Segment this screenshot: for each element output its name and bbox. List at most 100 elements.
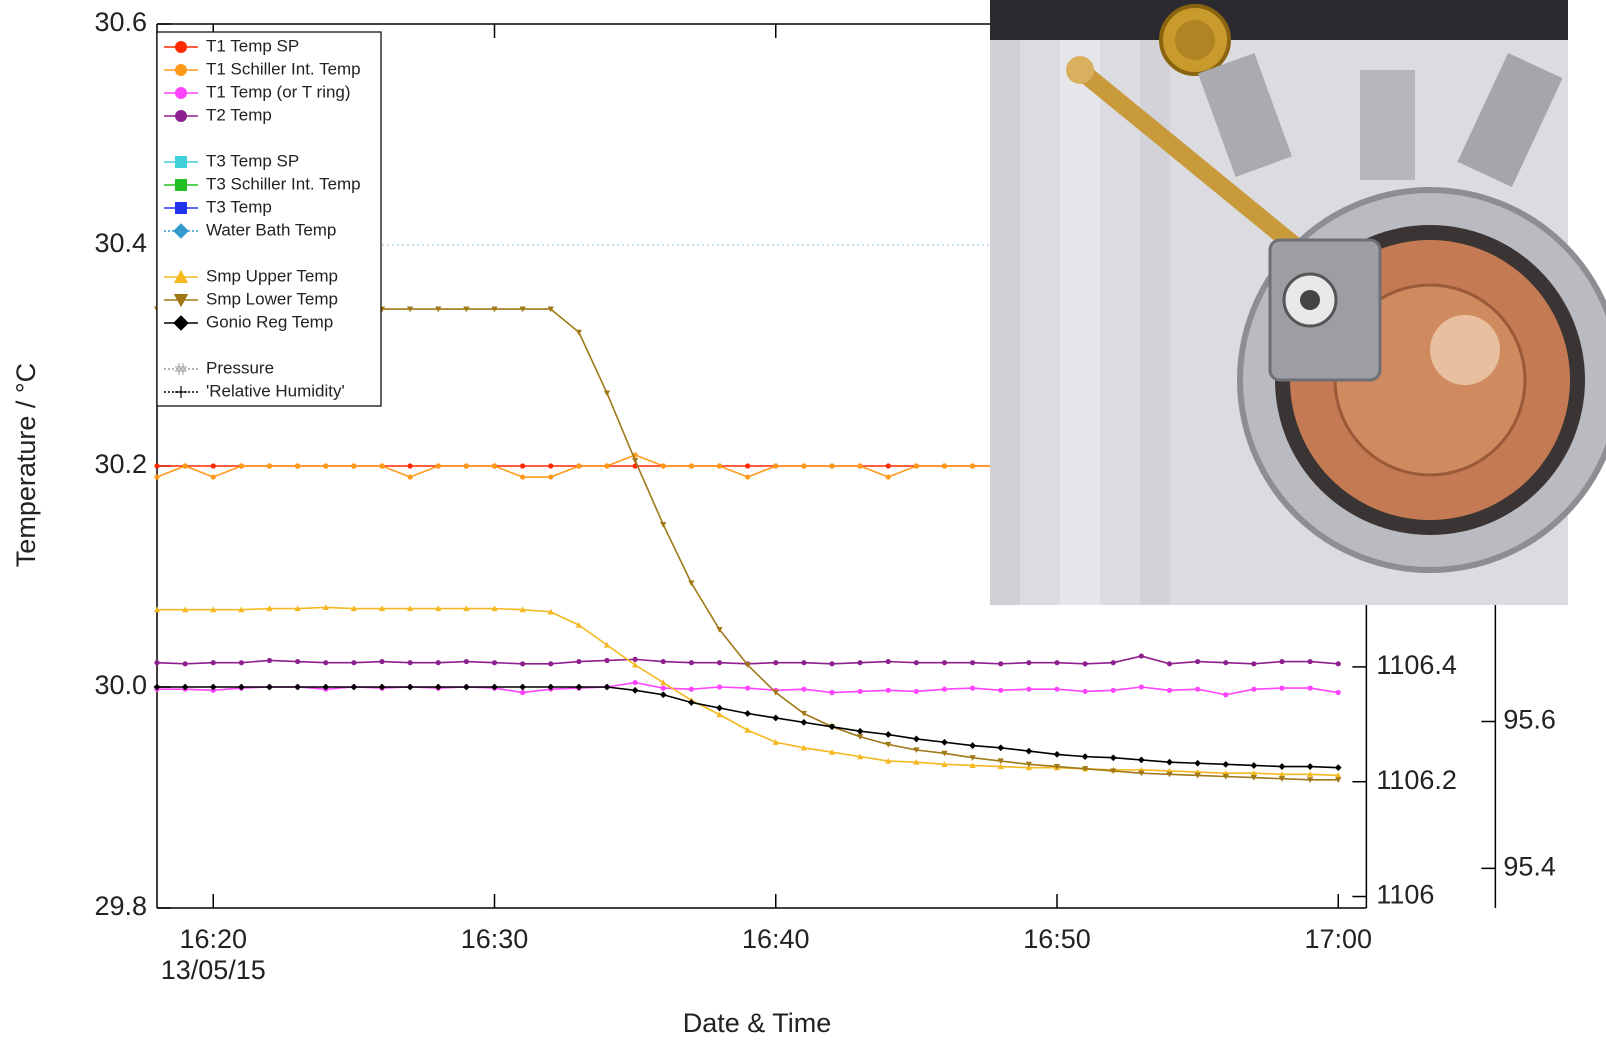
data-point	[603, 683, 611, 691]
photo-top-shadow	[990, 0, 1568, 40]
legend-marker	[175, 202, 187, 214]
data-point	[462, 683, 470, 691]
y-axis-title: Temperature / °C	[11, 363, 41, 567]
data-point	[1195, 658, 1201, 665]
data-point	[884, 731, 892, 738]
data-point	[1250, 775, 1257, 781]
data-point	[1054, 686, 1060, 692]
data-point	[1278, 771, 1286, 777]
legend-marker	[173, 269, 189, 283]
data-point	[1251, 661, 1257, 667]
data-point	[1110, 687, 1116, 693]
data-point	[520, 474, 526, 480]
data-point	[885, 474, 891, 480]
data-point	[912, 735, 920, 743]
data-point	[745, 463, 751, 469]
data-point	[407, 605, 414, 612]
data-point	[1251, 686, 1257, 692]
data-point	[1279, 658, 1285, 665]
y2-tick-label: 1106	[1376, 880, 1434, 910]
data-point	[773, 660, 779, 666]
data-point	[632, 457, 639, 464]
data-point	[885, 757, 892, 764]
data-point	[800, 710, 807, 717]
legend-label: T3 Schiller Int. Temp	[206, 174, 361, 193]
data-point	[688, 580, 695, 587]
data-point	[1194, 759, 1202, 767]
data-point	[237, 683, 245, 691]
data-point	[547, 683, 555, 691]
data-point	[801, 686, 807, 692]
data-point	[660, 658, 666, 665]
data-point	[576, 658, 582, 665]
data-point	[407, 463, 413, 469]
data-point	[660, 463, 666, 469]
data-point	[1335, 772, 1342, 778]
data-point	[1306, 763, 1314, 770]
data-point	[154, 474, 160, 480]
data-point	[350, 683, 358, 691]
data-point	[1279, 685, 1285, 691]
data-point	[828, 723, 836, 731]
data-point	[1166, 661, 1173, 667]
data-point	[828, 749, 836, 755]
data-point	[1138, 770, 1145, 777]
data-point	[1053, 751, 1061, 758]
photo-curtain	[1060, 40, 1100, 605]
data-point	[295, 463, 301, 469]
data-point	[210, 606, 217, 613]
data-point	[970, 660, 976, 666]
data-point	[407, 474, 413, 480]
legend-marker	[175, 64, 187, 76]
data-point	[632, 661, 639, 668]
data-point	[631, 686, 639, 694]
data-point	[182, 463, 188, 469]
photo-tube	[1360, 70, 1415, 180]
data-point	[773, 463, 779, 469]
data-point	[632, 656, 638, 662]
data-point	[1053, 763, 1061, 770]
data-point	[857, 688, 863, 695]
y2-tick-label: 1106.4	[1376, 650, 1457, 680]
y-tick-label: 29.8	[94, 891, 147, 921]
data-point	[1334, 764, 1342, 772]
data-point	[603, 641, 611, 648]
data-point	[744, 710, 752, 717]
data-point	[1223, 692, 1229, 698]
data-point	[575, 683, 583, 691]
legend-marker	[175, 156, 187, 168]
data-point	[266, 657, 273, 664]
data-point	[800, 718, 808, 726]
data-point	[970, 685, 976, 691]
data-point	[1222, 773, 1229, 780]
y-tick-label: 30.4	[94, 228, 147, 258]
data-point	[659, 691, 667, 699]
data-point	[969, 742, 977, 749]
photo-curtain	[990, 40, 1020, 605]
data-point	[548, 463, 554, 469]
data-point	[688, 463, 694, 469]
data-point	[801, 660, 807, 666]
data-point	[772, 714, 780, 722]
data-point	[941, 738, 948, 746]
data-point	[1223, 660, 1229, 666]
data-point	[969, 762, 976, 769]
data-point	[491, 463, 498, 469]
data-point	[575, 622, 582, 628]
data-point	[1026, 686, 1032, 692]
data-point	[295, 658, 301, 665]
photo-tube	[1457, 52, 1563, 188]
data-point	[997, 763, 1004, 770]
data-point	[857, 753, 864, 760]
legend-label: T1 Schiller Int. Temp	[206, 59, 361, 78]
data-point	[209, 683, 217, 691]
data-point	[885, 741, 892, 748]
data-point	[519, 606, 526, 613]
data-point	[660, 521, 667, 528]
photo-center	[1430, 315, 1500, 385]
data-point	[1110, 660, 1116, 666]
data-point	[1335, 689, 1341, 696]
data-point	[182, 661, 188, 667]
data-point	[238, 660, 244, 666]
data-point	[856, 727, 864, 735]
